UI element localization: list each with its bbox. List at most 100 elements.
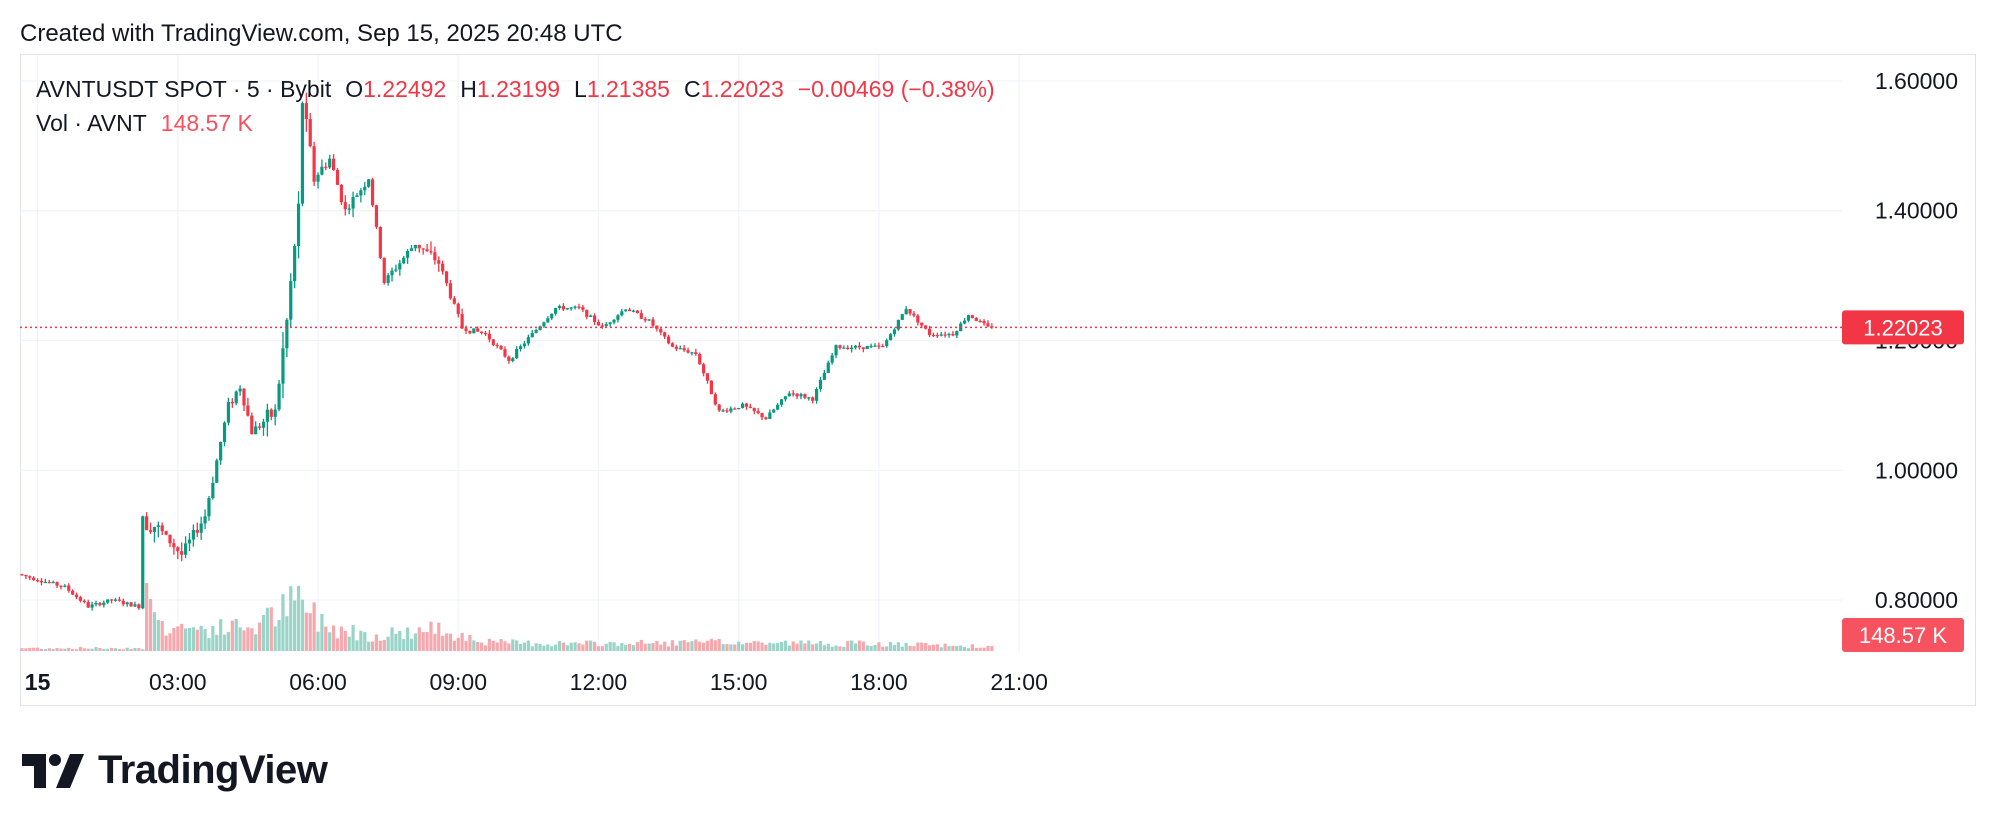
volume-bar bbox=[725, 644, 729, 651]
candle-body bbox=[215, 460, 219, 483]
volume-legend-label[interactable]: Vol · AVNT bbox=[36, 110, 147, 136]
volume-bar bbox=[472, 640, 476, 651]
time-axis[interactable]: 15 03:00 06:00 09:00 12:00 15:00 18:00 21:00 bbox=[25, 669, 1048, 695]
candle-body bbox=[180, 551, 184, 555]
volume-bar bbox=[655, 640, 659, 651]
volume-bar bbox=[861, 641, 865, 651]
candle-body bbox=[596, 321, 601, 326]
candle-body bbox=[651, 319, 655, 326]
candle-body bbox=[507, 356, 511, 361]
volume-bar bbox=[916, 642, 920, 651]
candle-body bbox=[257, 426, 262, 428]
candle-body bbox=[842, 347, 846, 349]
volume-bar bbox=[359, 630, 363, 651]
volume-bar bbox=[254, 634, 258, 651]
candle-body bbox=[561, 306, 566, 310]
legend-high-label: H bbox=[460, 76, 477, 102]
candle-body bbox=[176, 547, 180, 552]
candle-body bbox=[705, 373, 710, 381]
volume-bar bbox=[133, 648, 137, 651]
volume-bar bbox=[799, 640, 803, 651]
candle-body bbox=[733, 408, 737, 410]
candle-body bbox=[293, 245, 297, 282]
volume-bar bbox=[803, 643, 807, 651]
candle-body bbox=[779, 399, 784, 405]
candle-body bbox=[250, 415, 254, 435]
candle-body bbox=[643, 318, 647, 321]
volume-bar bbox=[94, 647, 98, 651]
volume-bar bbox=[717, 638, 721, 651]
candle-body bbox=[624, 309, 628, 312]
candle-body bbox=[67, 585, 71, 591]
candle-body bbox=[526, 337, 530, 344]
candle-body bbox=[390, 270, 394, 276]
volume-bar bbox=[183, 628, 188, 651]
candle-body bbox=[211, 482, 215, 499]
candle-body bbox=[141, 516, 145, 609]
candle-body bbox=[670, 343, 675, 347]
candle-body bbox=[94, 603, 98, 605]
volume-bar bbox=[853, 643, 858, 651]
volume-bar bbox=[721, 643, 725, 651]
volume-bar bbox=[978, 647, 982, 651]
legend-symbol[interactable]: AVNTUSDT SPOT · 5 · Bybit bbox=[36, 76, 332, 102]
candle-body bbox=[456, 303, 460, 315]
volume-bar bbox=[764, 644, 768, 651]
candle-body bbox=[744, 403, 749, 407]
chart-frame[interactable] bbox=[20, 54, 1976, 706]
candle-body bbox=[721, 410, 725, 412]
candle-body bbox=[39, 580, 44, 583]
candle-body bbox=[585, 309, 589, 317]
volume-bar bbox=[690, 641, 694, 651]
candle-body bbox=[534, 329, 538, 333]
volume-bar bbox=[199, 625, 203, 651]
time-tick-label: 18:00 bbox=[850, 669, 908, 695]
volume-bar bbox=[398, 631, 402, 651]
volume-bar bbox=[433, 633, 437, 651]
volume-bar bbox=[756, 641, 760, 651]
volume-bar bbox=[982, 647, 986, 651]
volume-bar bbox=[476, 642, 480, 651]
volume-bar bbox=[242, 630, 246, 651]
candle-body bbox=[522, 343, 527, 347]
candles bbox=[20, 92, 994, 611]
volume-bar bbox=[857, 640, 862, 651]
volume-bar bbox=[456, 637, 460, 651]
candle-body bbox=[826, 362, 830, 373]
candle-body bbox=[59, 585, 63, 587]
volume-bar bbox=[98, 647, 102, 651]
volume-bar bbox=[117, 649, 121, 651]
candle-body bbox=[82, 600, 86, 603]
price-tick-label: 1.40000 bbox=[1875, 198, 1958, 224]
candle-body bbox=[300, 103, 305, 204]
candle-body bbox=[483, 333, 488, 335]
tradingview-logo[interactable]: TradingView bbox=[22, 748, 328, 793]
volume-bar bbox=[686, 642, 690, 651]
volume-bar bbox=[962, 647, 967, 651]
volume-bar bbox=[24, 648, 28, 651]
candle-body bbox=[343, 202, 347, 210]
candle-body bbox=[881, 346, 885, 348]
volume-bar bbox=[877, 642, 881, 651]
candle-body bbox=[787, 393, 791, 397]
volume-bar bbox=[896, 642, 900, 651]
candle-body bbox=[888, 334, 893, 341]
candle-body bbox=[43, 581, 47, 584]
volume-bar bbox=[168, 633, 172, 651]
volume-bar bbox=[316, 631, 320, 651]
volume-bar bbox=[631, 645, 636, 651]
candle-body bbox=[421, 248, 425, 250]
candle-body bbox=[511, 358, 515, 361]
candle-body bbox=[367, 179, 371, 187]
volume-bar bbox=[740, 644, 745, 651]
volume-bar bbox=[413, 633, 417, 651]
candle-body bbox=[47, 581, 51, 584]
candle-body bbox=[145, 516, 149, 531]
volume-bar bbox=[437, 622, 441, 651]
candle-body bbox=[920, 322, 924, 326]
candle-body bbox=[530, 332, 534, 338]
volume-bar bbox=[339, 626, 343, 651]
candle-body bbox=[674, 346, 678, 349]
volume-bar bbox=[550, 646, 554, 651]
